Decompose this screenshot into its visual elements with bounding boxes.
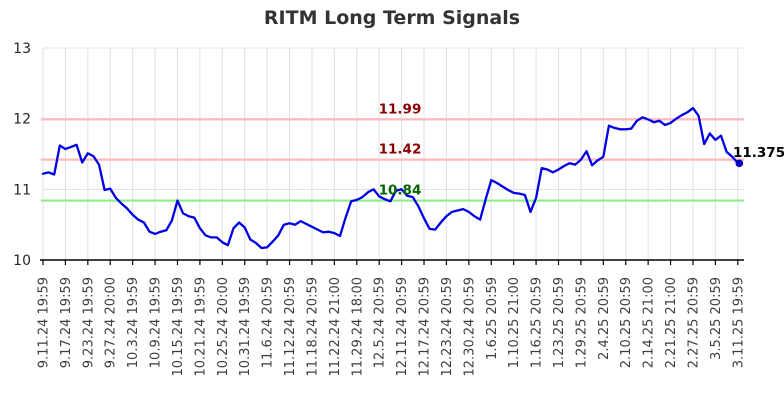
x-axis-tick-label: 1.29.25 20:59 <box>574 277 589 368</box>
x-axis-tick-label: 1.16.25 20:59 <box>530 277 545 368</box>
signal-line-label: 11.99 <box>379 101 422 117</box>
x-axis-tick-label: 9.17.24 19:59 <box>59 277 74 368</box>
signal-lines-layer <box>41 118 744 202</box>
x-axis-tick-label: 2.14.25 21:00 <box>642 277 657 368</box>
x-axis-tick-label: 3.5.25 20:59 <box>709 277 724 360</box>
x-axis-tick-label: 1.6.25 20:59 <box>485 277 500 360</box>
x-axis-tick-label: 10.3.24 19:59 <box>126 277 141 368</box>
last-price-label: 11.375 <box>733 145 784 161</box>
x-axis-tick-label: 10.25.24 20:00 <box>216 277 231 377</box>
x-axis-tick-label: 2.10.25 20:59 <box>619 277 634 368</box>
x-axis-tick-label: 12.23.24 20:59 <box>440 277 455 377</box>
x-axis-tick-label: 2.21.25 21:00 <box>664 277 679 368</box>
x-axis-tick-label: 11.22.24 21:00 <box>328 277 343 377</box>
x-axis-tick-label: 9.27.24 20:00 <box>104 277 119 368</box>
x-axis-tick-label: 11.12.24 20:59 <box>283 277 298 377</box>
x-axis-tick-label: 12.30.24 20:59 <box>462 277 477 377</box>
signal-line-label: 11.42 <box>379 142 422 158</box>
y-axis-tick-label: 10 <box>13 253 31 269</box>
labels-layer: 13 12 11 10 9.11.24 19:59 9.17.24 19:59 9.23.2… <box>13 41 784 377</box>
x-axis-tick-label: 11.6.24 20:59 <box>261 277 276 368</box>
x-axis-tick-label: 10.21.24 19:59 <box>193 277 208 377</box>
x-axis-tick-label: 12.17.24 20:59 <box>418 277 433 377</box>
y-axis-tick-label: 11 <box>13 182 31 198</box>
axis-layer <box>40 259 744 265</box>
x-axis-tick-label: 9.23.24 19:59 <box>81 277 96 368</box>
price-line <box>41 106 739 250</box>
x-axis-tick-label: 10.15.24 19:59 <box>171 277 186 377</box>
x-axis-tick-label: 12.5.24 20:59 <box>373 277 388 368</box>
x-axis-tick-label: 11.29.24 18:00 <box>350 277 365 377</box>
x-axis-tick-label: 11.18.24 20:59 <box>305 277 320 377</box>
signal-line-label: 10.84 <box>379 183 422 199</box>
x-axis-tick-label: 9.11.24 19:59 <box>37 277 52 368</box>
y-axis-tick-label: 13 <box>13 41 31 57</box>
y-axis-tick-label: 12 <box>13 112 31 128</box>
x-axis-tick-label: 10.9.24 19:59 <box>149 277 164 368</box>
x-axis-tick-label: 10.31.24 19:59 <box>238 277 253 377</box>
x-axis-tick-label: 12.11.24 20:59 <box>395 277 410 377</box>
last-price-marker <box>735 159 744 168</box>
x-axis-tick-label: 2.4.25 20:59 <box>597 277 612 360</box>
x-axis-tick-label: 1.23.25 20:59 <box>552 277 567 368</box>
x-axis-tick-label: 3.11.25 19:59 <box>731 277 746 368</box>
chart-title: RITM Long Term Signals <box>264 7 520 29</box>
x-axis-tick-label: 2.27.25 20:59 <box>686 277 701 368</box>
x-axis-tick-label: 1.10.25 21:00 <box>507 277 522 368</box>
price-line-layer <box>41 106 744 250</box>
